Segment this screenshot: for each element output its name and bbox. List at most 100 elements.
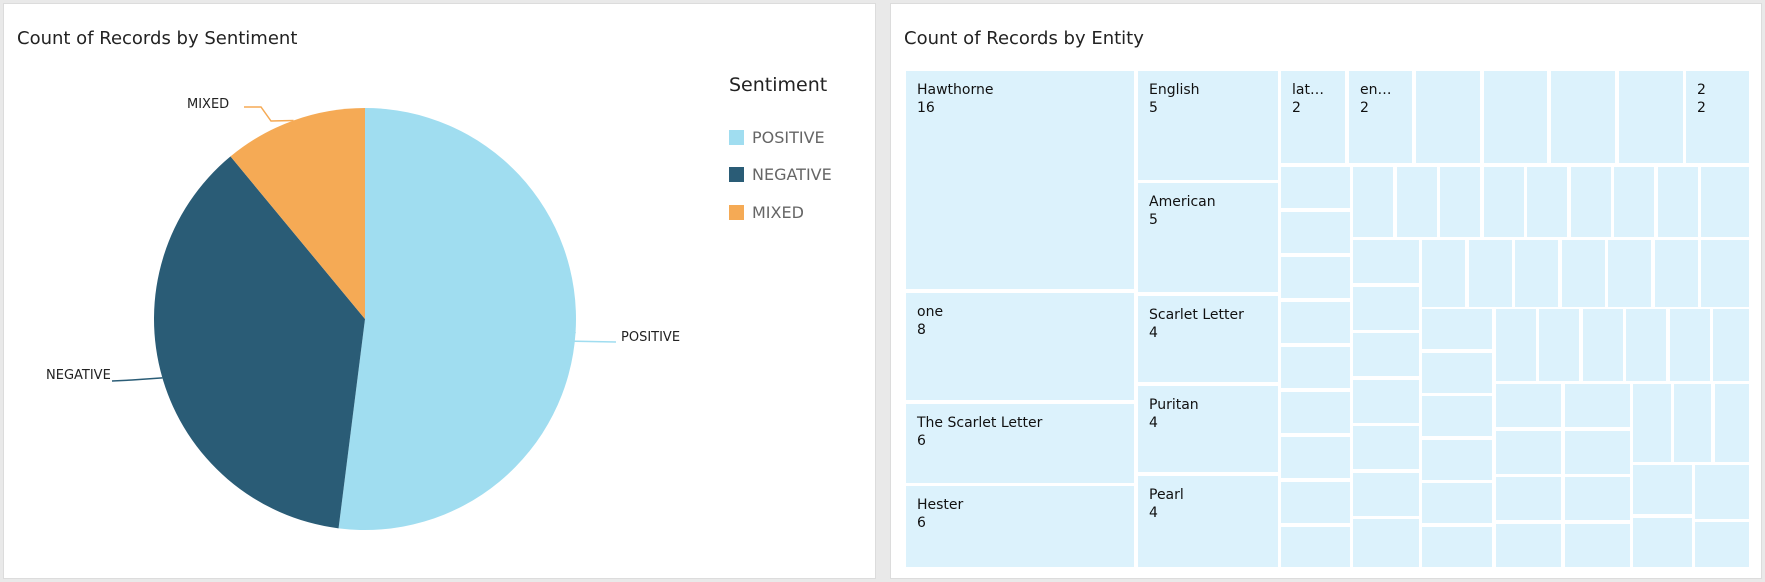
treemap-tile-small[interactable]	[1422, 396, 1492, 436]
legend-label: POSITIVE	[752, 128, 825, 147]
treemap-tile-small[interactable]	[1527, 167, 1567, 237]
treemap-tile-small[interactable]	[1496, 524, 1561, 567]
treemap-tile[interactable]: Hester 6	[906, 486, 1134, 567]
treemap-tile-small[interactable]	[1422, 483, 1492, 523]
treemap-tile-small[interactable]	[1496, 431, 1561, 474]
legend-swatch	[729, 205, 744, 220]
treemap-tile-small[interactable]	[1353, 167, 1393, 237]
treemap-tile-small[interactable]	[1353, 333, 1419, 376]
treemap-tile-small[interactable]	[1713, 309, 1749, 381]
treemap-tile-small[interactable]	[1674, 384, 1711, 462]
treemap-tile-small[interactable]	[1619, 71, 1683, 163]
tile-value: 4	[1149, 325, 1158, 341]
treemap-tile-small[interactable]	[1633, 518, 1692, 567]
tile-label: lat…	[1292, 82, 1324, 98]
treemap-tile[interactable]: lat… 2	[1281, 71, 1345, 163]
legend-item-negative[interactable]: NEGATIVE	[729, 165, 832, 184]
treemap-tile-small[interactable]	[1658, 167, 1698, 237]
tile-value: 2	[1292, 100, 1301, 116]
treemap-tile[interactable]: one 8	[906, 293, 1134, 400]
treemap-tile-small[interactable]	[1281, 527, 1350, 567]
tile-value: 16	[917, 100, 935, 116]
legend-label: MIXED	[752, 203, 804, 222]
treemap-tile-small[interactable]	[1397, 167, 1437, 237]
treemap-tile-small[interactable]	[1422, 527, 1492, 567]
treemap-tile-small[interactable]	[1626, 309, 1666, 381]
treemap-tile-small[interactable]	[1353, 240, 1419, 283]
tile-label: Puritan	[1149, 397, 1199, 413]
treemap-tile-small[interactable]	[1633, 465, 1692, 514]
pie-slice-negative[interactable]	[154, 156, 365, 529]
tile-label: Hawthorne	[917, 82, 994, 98]
legend-swatch	[729, 167, 744, 182]
treemap-tile-small[interactable]	[1565, 384, 1630, 427]
treemap-tile-small[interactable]	[1281, 302, 1350, 343]
pie-slice-positive[interactable]	[338, 107, 577, 530]
treemap-tile-small[interactable]	[1281, 212, 1350, 253]
treemap-tile-small[interactable]	[1565, 524, 1630, 567]
treemap-tile-small[interactable]	[1715, 384, 1749, 462]
treemap-tile[interactable]: en… 2	[1349, 71, 1412, 163]
treemap-tile[interactable]: Scarlet Letter 4	[1138, 296, 1278, 382]
treemap-tile-small[interactable]	[1353, 473, 1419, 516]
treemap-tile-small[interactable]	[1422, 440, 1492, 480]
treemap-tile-small[interactable]	[1484, 167, 1524, 237]
treemap-tile-small[interactable]	[1515, 240, 1558, 307]
treemap-tile-small[interactable]	[1695, 522, 1749, 567]
tile-value: 4	[1149, 505, 1158, 521]
treemap-tile-small[interactable]	[1422, 309, 1492, 349]
tile-label: en…	[1360, 82, 1392, 98]
treemap-tile-small[interactable]	[1701, 240, 1749, 307]
treemap-tile-small[interactable]	[1281, 347, 1350, 388]
pie-leader-line	[111, 377, 163, 382]
sentiment-pie-chart	[111, 106, 617, 530]
treemap-tile-small[interactable]	[1422, 240, 1465, 307]
treemap-tile-small[interactable]	[1496, 477, 1561, 520]
treemap-tile-small[interactable]	[1539, 309, 1579, 381]
treemap-tile-small[interactable]	[1695, 465, 1749, 519]
treemap-tile-small[interactable]	[1562, 240, 1605, 307]
treemap-tile-small[interactable]	[1353, 519, 1419, 567]
treemap-tile-small[interactable]	[1281, 257, 1350, 298]
treemap-tile[interactable]: Puritan 4	[1138, 386, 1278, 472]
treemap-tile-small[interactable]	[1565, 431, 1630, 474]
treemap-tile[interactable]: The Scarlet Letter 6	[906, 404, 1134, 483]
treemap-tile-small[interactable]	[1484, 71, 1547, 163]
treemap-tile-small[interactable]	[1281, 392, 1350, 433]
pie-chart-title: Count of Records by Sentiment	[17, 28, 298, 49]
treemap-tile-small[interactable]	[1614, 167, 1654, 237]
treemap-tile-small[interactable]	[1583, 309, 1623, 381]
treemap-tile-small[interactable]	[1633, 384, 1671, 462]
tile-value: 4	[1149, 415, 1158, 431]
treemap-tile-small[interactable]	[1469, 240, 1512, 307]
treemap-tile-small[interactable]	[1608, 240, 1651, 307]
treemap-tile-small[interactable]	[1422, 353, 1492, 393]
treemap-tile[interactable]: English 5	[1138, 71, 1278, 180]
treemap-tile-small[interactable]	[1281, 482, 1350, 523]
treemap-tile[interactable]: American 5	[1138, 183, 1278, 292]
treemap-tile[interactable]: Pearl 4	[1138, 476, 1278, 567]
legend-label: NEGATIVE	[752, 165, 832, 184]
treemap-tile-small[interactable]	[1496, 384, 1561, 427]
treemap-tile-small[interactable]	[1281, 167, 1350, 208]
treemap-tile-small[interactable]	[1416, 71, 1480, 163]
treemap-tile-small[interactable]	[1655, 240, 1698, 307]
treemap-tile-small[interactable]	[1440, 167, 1480, 237]
treemap-tile-small[interactable]	[1281, 437, 1350, 478]
pie-slice-mixed[interactable]	[230, 108, 365, 319]
sentiment-pie-panel: Count of Records by Sentiment MIXED NEGA…	[3, 3, 876, 579]
legend-item-positive[interactable]: POSITIVE	[729, 128, 825, 147]
treemap-tile-small[interactable]	[1353, 380, 1419, 423]
tile-value: 5	[1149, 100, 1158, 116]
treemap-tile-small[interactable]	[1353, 287, 1419, 330]
treemap-tile-small[interactable]	[1565, 477, 1630, 520]
treemap-tile-small[interactable]	[1496, 309, 1536, 381]
legend-item-mixed[interactable]: MIXED	[729, 203, 804, 222]
treemap-tile-small[interactable]	[1551, 71, 1615, 163]
treemap-tile[interactable]: Hawthorne 16	[906, 71, 1134, 289]
treemap-tile-small[interactable]	[1670, 309, 1710, 381]
treemap-tile-small[interactable]	[1353, 426, 1419, 469]
treemap-tile-small[interactable]	[1701, 167, 1749, 237]
treemap-tile-small[interactable]	[1571, 167, 1611, 237]
